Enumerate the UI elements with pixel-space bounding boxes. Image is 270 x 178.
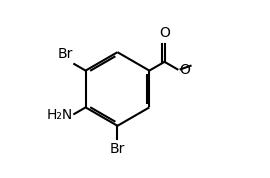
Text: H₂N: H₂N: [46, 108, 72, 122]
Text: O: O: [159, 26, 170, 40]
Text: Br: Br: [58, 47, 73, 61]
Text: Br: Br: [110, 142, 125, 156]
Text: O: O: [179, 63, 190, 77]
